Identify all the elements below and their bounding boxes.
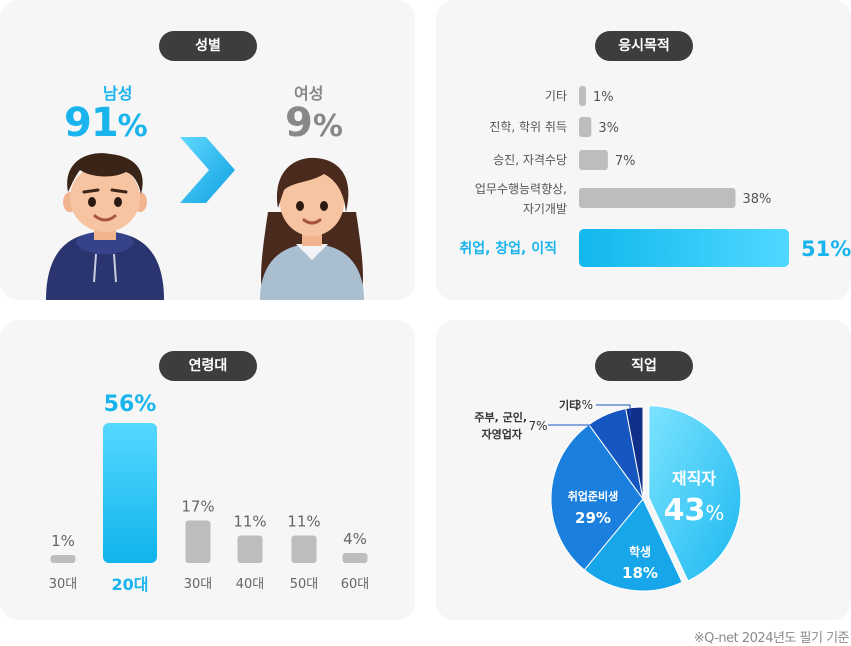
age-label-1: 20대 — [112, 575, 149, 594]
age-value-5: 4% — [343, 530, 367, 548]
age-card: 연령대 1% 30대 56% 20대 17% 30대 11% 40대 11% 50대 4% 60대 — [0, 320, 415, 620]
purpose-label-4: 취업, 창업, 이직 — [459, 240, 557, 257]
age-label-2: 30대 — [184, 577, 213, 592]
job-label-1: 학생 — [629, 544, 651, 559]
age-bar-4 — [291, 535, 317, 563]
purpose-bar-1 — [579, 117, 592, 137]
female-avatar — [260, 157, 364, 300]
male-percent-unit: % — [117, 109, 148, 144]
purpose-bar-0 — [579, 86, 586, 106]
purpose-label2-3: 자기개발 — [523, 202, 567, 216]
job-slice-4 — [625, 406, 644, 500]
age-bar-3 — [237, 535, 263, 563]
purpose-bar-2 — [579, 150, 608, 170]
male-percent-number: 91 — [64, 100, 119, 146]
age-label-0: 30대 — [49, 577, 78, 592]
age-title: 연령대 — [159, 351, 257, 381]
job-value-1: 18% — [622, 564, 658, 582]
age-bar-1 — [103, 423, 157, 563]
job-value-3: 7% — [528, 419, 547, 433]
job-slice-2 — [550, 423, 644, 571]
age-value-3: 11% — [233, 513, 266, 531]
purpose-label-0: 기타 — [545, 89, 567, 103]
purpose-bar-3 — [579, 188, 736, 208]
age-label-3: 40대 — [236, 577, 265, 592]
female-label: 여성 — [294, 84, 324, 103]
age-value-4: 11% — [287, 513, 320, 531]
age-bar-chart: 1% 30대 56% 20대 17% 30대 11% 40대 11% 50대 4% 60대 — [49, 392, 370, 594]
purpose-bar-4 — [579, 229, 789, 267]
age-label-4: 50대 — [290, 577, 319, 592]
gender-card: 성별 남성 91% 여성 9% — [0, 0, 415, 300]
job-label-3b: 자영업자 — [482, 427, 523, 441]
female-percent: 9% — [285, 100, 343, 146]
female-percent-unit: % — [312, 109, 343, 144]
purpose-value-2: 7% — [615, 154, 636, 169]
age-bar-0 — [50, 555, 76, 563]
purpose-label-1: 진학, 학위 취득 — [489, 120, 567, 134]
job-value-0: 43% — [664, 493, 725, 528]
job-label-2: 취업준비생 — [568, 489, 619, 503]
age-value-1: 56% — [104, 392, 157, 417]
job-label-4: 기타 — [559, 398, 580, 412]
age-value-0: 1% — [51, 532, 75, 550]
job-label-0: 재직자 — [672, 469, 716, 488]
job-value-2: 29% — [575, 509, 611, 527]
job-slice-1 — [583, 498, 683, 592]
purpose-value-3: 38% — [742, 192, 771, 207]
purpose-label-3: 업무수행능력향상, — [475, 181, 567, 196]
purpose-value-1: 3% — [598, 121, 619, 136]
age-label-5: 60대 — [341, 577, 370, 592]
job-slice-0 — [648, 405, 742, 582]
male-percent: 91% — [64, 100, 148, 146]
female-percent-number: 9 — [285, 100, 313, 146]
purpose-card: 응시목적 기타 1% 진학, 학위 취득 3% 승진, 자격수당 7% 업무수행능력향상, 자… — [436, 0, 851, 300]
job-value-0-number: 43 — [664, 493, 706, 528]
male-avatar — [46, 153, 164, 300]
job-leader-4 — [596, 404, 631, 416]
purpose-title: 응시목적 — [595, 31, 693, 61]
job-pie-chart: 재직자 43% 학생 18% 취업준비생 29% 주부, 군인, 자영업자 7% 기타3% — [474, 398, 742, 592]
job-value-4: 3% — [574, 398, 593, 412]
purpose-value-4: 51% — [801, 237, 851, 261]
job-card: 직업 재직자 43% 학생 18% 취업준비생 29% 주부, 군인, 자영업자 7% 기타 3% — [436, 320, 851, 620]
age-bar-5 — [342, 553, 368, 563]
purpose-bar-chart: 기타 1% 진학, 학위 취득 3% 승진, 자격수당 7% 업무수행능력향상, 자기개발 38… — [459, 86, 851, 267]
purpose-value-0: 1% — [593, 90, 614, 105]
age-bar-2 — [185, 520, 211, 563]
footnote: ※Q-net 2024년도 필기 기준 — [693, 631, 850, 646]
job-title: 직업 — [595, 351, 693, 381]
age-value-2: 17% — [181, 498, 214, 516]
gender-title: 성별 — [159, 31, 257, 61]
job-label-3a: 주부, 군인, — [474, 410, 527, 424]
job-value-0-unit: % — [705, 501, 724, 525]
chevron-right-icon — [180, 137, 235, 203]
purpose-label-2: 승진, 자격수당 — [493, 153, 567, 167]
